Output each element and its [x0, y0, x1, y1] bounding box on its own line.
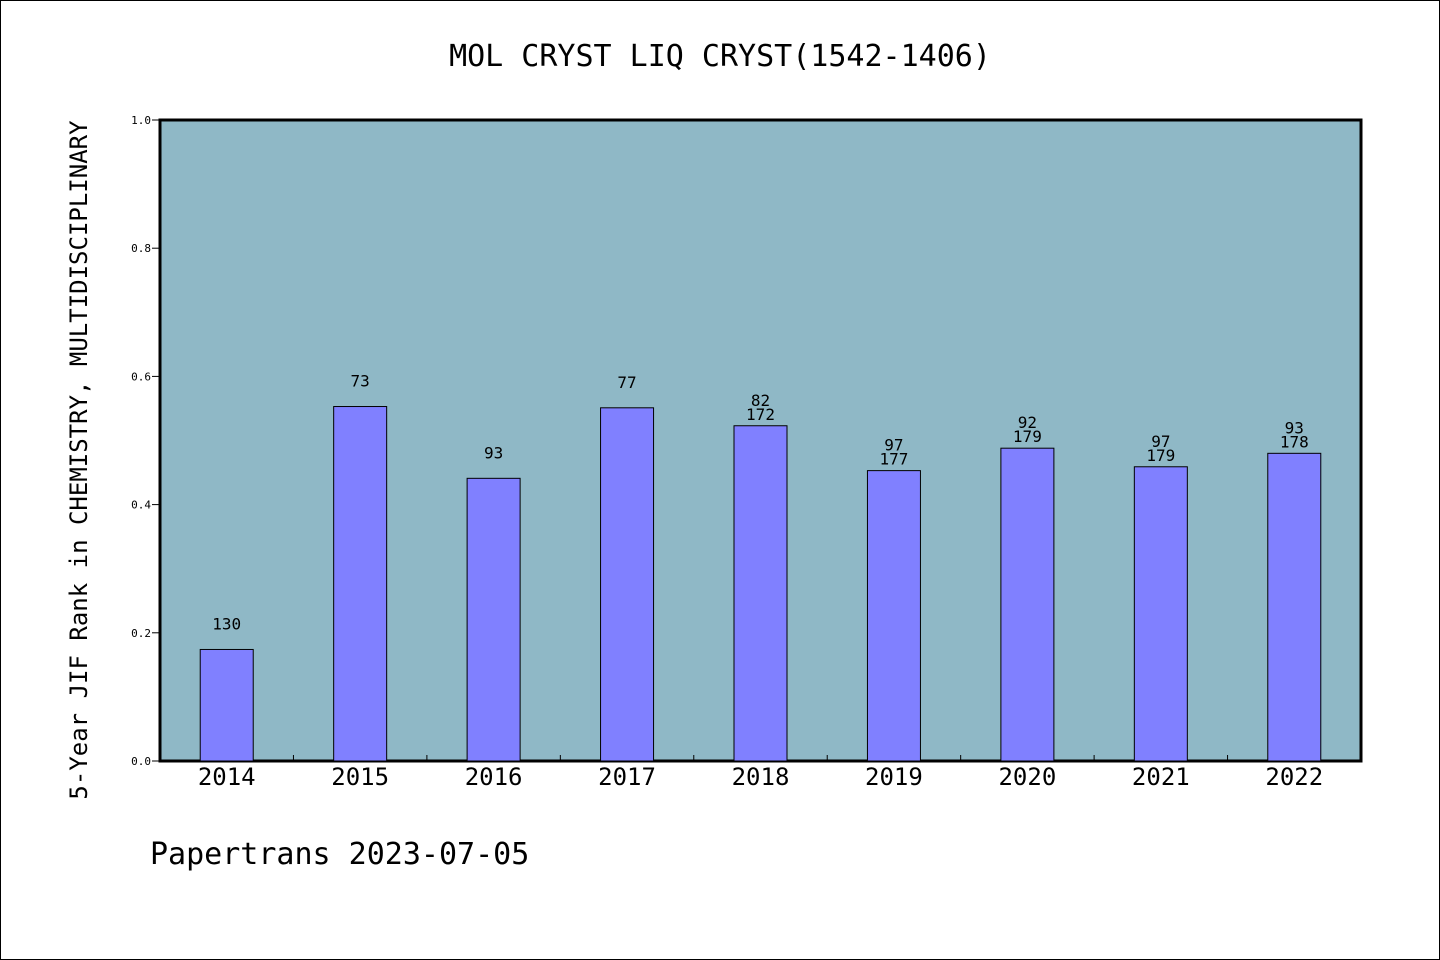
- bar-2016: [466, 477, 521, 762]
- bar-2021: [1133, 466, 1188, 762]
- bars-group: [199, 406, 1322, 762]
- bar-2017: [600, 407, 655, 762]
- x-tick-label-2016: 2016: [465, 763, 523, 791]
- bar-2015: [333, 406, 388, 762]
- data-label-2019-0: 97: [884, 436, 903, 455]
- data-label-2015: 73: [351, 372, 370, 391]
- data-label-2016: 93: [484, 443, 503, 462]
- bar-2020: [1000, 447, 1055, 762]
- y-tick-label-1: 0.2: [131, 627, 151, 640]
- data-label-2018-1: 172: [746, 405, 775, 424]
- x-axis-ticks: 2014 2015 2016 2017 2018 2019 2020 2021 2022: [198, 755, 1323, 791]
- y-tick-label-2: 0.4: [131, 499, 151, 512]
- data-label-2022-0: 93: [1285, 418, 1304, 437]
- x-tick-label-2018: 2018: [732, 763, 790, 791]
- data-label-2019-1: 177: [879, 450, 908, 469]
- x-tick-label-2021: 2021: [1132, 763, 1190, 791]
- y-tick-label-5: 1.0: [131, 114, 151, 127]
- x-tick-label-2019: 2019: [865, 763, 923, 791]
- data-label-2021-1: 179: [1146, 446, 1175, 465]
- data-label-2014: 130: [212, 614, 241, 633]
- y-tick-label-0: 0.0: [131, 755, 151, 768]
- data-label-2017: 77: [617, 373, 636, 392]
- data-label-2022-1: 178: [1280, 432, 1309, 451]
- data-label-2020-1: 179: [1013, 427, 1042, 446]
- x-tick-label-2022: 2022: [1265, 763, 1323, 791]
- bar-2014: [199, 648, 254, 762]
- bar-2022: [1267, 452, 1322, 762]
- bar-2018: [733, 425, 788, 762]
- footer-credit: Papertrans 2023-07-05: [150, 837, 529, 872]
- data-label-2021-0: 97: [1151, 432, 1170, 451]
- y-axis-ticks: 0.0 0.2 0.4 0.6 0.8 1.0: [131, 114, 160, 768]
- y-tick-label-4: 0.8: [131, 242, 151, 255]
- x-tick-label-2017: 2017: [598, 763, 656, 791]
- x-tick-label-2014: 2014: [198, 763, 256, 791]
- x-tick-label-2020: 2020: [998, 763, 1056, 791]
- y-axis-label: 5-Year JIF Rank in CHEMISTRY, MULTIDISCI…: [65, 120, 93, 800]
- data-label-2020-0: 92: [1018, 413, 1037, 432]
- bar-2019: [866, 470, 921, 762]
- chart-title: MOL CRYST LIQ CRYST(1542-1406): [449, 39, 991, 74]
- y-tick-label-3: 0.6: [131, 370, 151, 383]
- data-label-2018-0: 82: [751, 391, 770, 410]
- x-tick-label-2015: 2015: [331, 763, 389, 791]
